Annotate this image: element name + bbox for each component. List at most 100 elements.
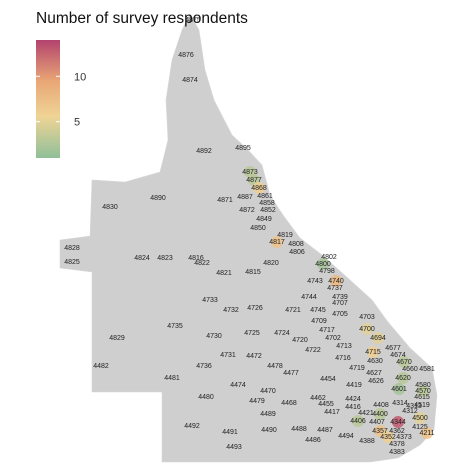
state-outline [59,13,438,463]
postcode-label: 4373 [396,434,412,441]
postcode-label: 4357 [372,428,388,435]
postcode-label: 4424 [345,396,361,403]
postcode-label: 4732 [223,307,239,314]
postcode-label: 4722 [305,347,321,354]
postcode-label: 4491 [222,429,238,436]
respondent-area [414,412,426,424]
postcode-label: 4719 [349,365,365,372]
postcode-label: 4852 [260,207,276,214]
postcode-label: 4479 [249,398,265,405]
postcode-label: 4849 [256,216,272,223]
postcode-label: 4850 [250,225,266,232]
postcode-label: 4861 [257,193,273,200]
postcode-label: 4419 [346,382,362,389]
postcode-label: 4378 [389,441,405,448]
postcode-label: 4489 [260,411,276,418]
postcode-label: 4736 [196,363,212,370]
postcode-label: 4487 [317,427,333,434]
respondent-area [417,385,429,397]
postcode-label: 4416 [345,404,361,411]
postcode-label: 4737 [327,285,343,292]
postcode-label: 4601 [391,386,407,393]
postcode-label: 4674 [390,352,406,359]
postcode-label: 4630 [367,358,383,365]
postcode-label: 4824 [134,255,150,262]
postcode-label: 4470 [260,388,276,395]
postcode-label: 4490 [261,427,277,434]
postcode-label: 4890 [150,195,166,202]
postcode-label: 4875 [185,17,201,24]
respondent-area [374,408,386,420]
postcode-label: 4626 [368,378,384,385]
respondent-area [398,356,410,368]
postcode-label: 4868 [251,185,267,192]
postcode-label: 4720 [292,337,308,344]
postcode-label: 4815 [245,269,261,276]
postcode-label: 4800 [315,261,331,268]
postcode-label: 4703 [359,314,375,321]
postcode-label: 4721 [285,307,301,314]
postcode-label: 4344 [390,419,406,426]
postcode-label: 4726 [247,305,263,312]
postcode-label: 4570 [415,388,431,395]
postcode-label: 4488 [291,426,307,433]
postcode-label: 4383 [389,449,405,456]
postcode-label: 4615 [414,394,430,401]
postcode-label: 4468 [281,400,297,407]
postcode-label: 4877 [246,177,262,184]
legend-title: Number of survey respondents [36,10,248,27]
postcode-label: 4694 [370,335,386,342]
postcode-label: 4735 [167,323,183,330]
postcode-label: 4700 [359,326,375,333]
postcode-label: 4707 [332,300,348,307]
postcode-label: 4211 [419,430,434,437]
postcode-label: 4492 [184,423,200,430]
postcode-label: 4705 [332,311,348,318]
postcode-label: 4408 [373,402,389,409]
postcode-label: 4731 [220,352,236,359]
postcode-label: 4400 [372,411,388,418]
postcode-label: 4802 [321,254,337,261]
postcode-label: 4472 [246,353,262,360]
postcode-label: 4744 [301,294,317,301]
postcode-label: 4352 [380,434,396,441]
postcode-label: 4873 [242,169,258,176]
postcode-label: 4709 [311,318,327,325]
postcode-label: 4829 [109,335,125,342]
respondent-areas [244,166,433,443]
postcode-label: 4823 [157,255,173,262]
postcode-label: 4858 [259,200,275,207]
postcode-label: 4580 [415,382,431,389]
postcode-label: 4454 [320,376,336,383]
postcode-label: 4493 [226,444,242,451]
postcode-label: 4817 [269,239,285,246]
postcode-label: 4494 [338,433,354,440]
postcode-label: 4816 [188,255,204,262]
postcode-label: 4406 [350,418,366,425]
postcode-label: 4660 [402,366,418,373]
respondent-area [271,236,283,248]
postcode-label: 4874 [182,77,198,84]
postcode-label: 4822 [194,260,210,267]
postcode-label: 4500 [412,415,428,422]
postcode-label: 4581 [419,366,435,373]
postcode-label: 4474 [230,382,246,389]
postcode-label: 4740 [328,278,344,285]
postcode-label: 4670 [396,359,412,366]
postcode-label: 4828 [64,245,80,252]
postcode-label: 4417 [324,409,340,416]
postcode-label: 4887 [237,194,253,201]
postcode-label: 4871 [217,197,233,204]
postcode-label: 4895 [235,145,251,152]
postcode-label: 4830 [102,204,118,211]
postcode-label: 4713 [336,343,352,350]
respondent-area [317,258,329,270]
postcode-label: 4819 [277,232,293,239]
postcode-label: 4480 [198,394,214,401]
respondent-area [253,182,265,194]
postcode-label: 4314 [392,400,408,407]
postcode-label: 4407 [369,419,385,426]
